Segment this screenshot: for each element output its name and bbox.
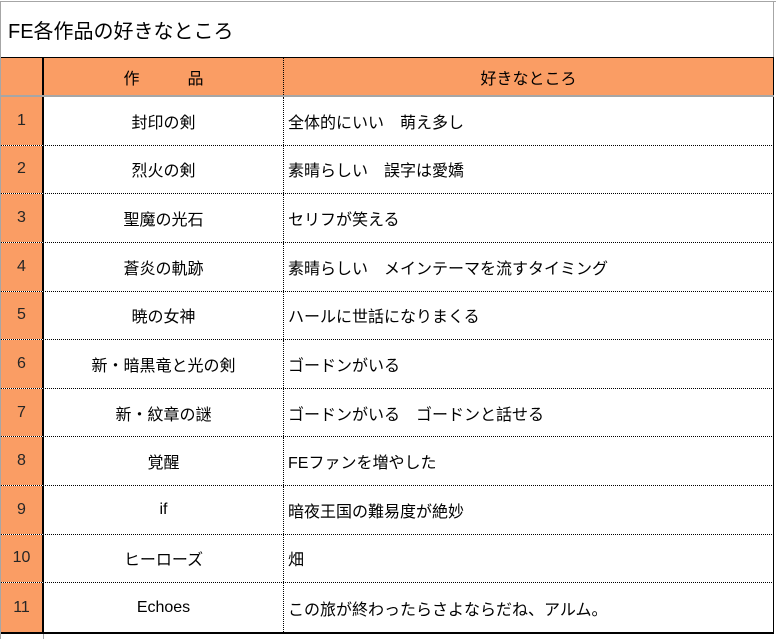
work-title-cell[interactable]: Echoes [44,583,284,632]
gridline-top [0,1,776,2]
header-like-cell[interactable]: 好きなところ [284,58,774,95]
table-row: 4 蒼炎の軌跡 素晴らしい メインテーマを流すタイミング [1,242,774,292]
like-comment-cell[interactable]: 素晴らしい メインテーマを流すタイミング [284,242,774,291]
gridline-bottom-stub [43,634,44,639]
work-title-cell[interactable]: 暁の女神 [44,291,284,340]
row-number-cell[interactable]: 8 [1,437,44,485]
like-comment-cell[interactable]: セリフが笑える [284,194,774,242]
gridline-title-right [773,2,774,57]
row-number-cell[interactable]: 5 [1,291,44,340]
table-body: 1 封印の剣 全体的にいい 萌え多し 2 烈火の剣 素晴らしい 誤字は愛嬌 3 聖魔の光石 セリ… [1,97,774,634]
table-row: 3 聖魔の光石 セリフが笑える [1,194,774,243]
row-number-cell[interactable]: 10 [1,534,44,583]
row-number-cell[interactable]: 9 [1,486,44,534]
table-row: 6 新・暗黒竜と光の剣 ゴードンがいる [1,340,774,389]
table-row: 1 封印の剣 全体的にいい 萌え多し [1,97,774,146]
title-cell[interactable]: FE各作品の好きなところ [1,2,773,57]
like-comment-cell[interactable]: ハールに世話になりまくる [284,291,774,340]
work-title-cell[interactable]: ヒーローズ [44,534,284,583]
like-comment-cell[interactable]: 全体的にいい 萌え多し [284,97,774,145]
table-row: 10 ヒーローズ畑 [1,534,774,584]
row-number-cell[interactable]: 7 [1,388,44,437]
row-number-cell[interactable]: 2 [1,145,44,194]
work-title-cell[interactable]: 聖魔の光石 [44,194,284,242]
like-comment-cell[interactable]: 素晴らしい 誤字は愛嬌 [284,145,774,194]
work-title-cell[interactable]: 封印の剣 [44,97,284,145]
table-row: 11 Echoes この旅が終わったらさよならだね、アルム。 [1,583,774,632]
like-comment-cell[interactable]: 畑 [284,534,774,583]
row-number-cell[interactable]: 1 [1,97,44,145]
work-title-cell[interactable]: 新・紋章の謎 [44,388,284,437]
work-title-cell[interactable]: 蒼炎の軌跡 [44,242,284,291]
row-number-cell[interactable]: 11 [1,583,44,632]
page-title: FE各作品の好きなところ [8,21,234,43]
like-comment-cell[interactable]: ゴードンがいる [284,340,774,388]
like-comment-cell[interactable]: ゴードンがいる ゴードンと話せる [284,388,774,437]
header-work-cell[interactable]: 作 品 [44,58,284,95]
header-number-cell[interactable] [1,58,44,95]
table-row: 5 暁の女神 ハールに世話になりまくる [1,291,774,341]
row-number-cell[interactable]: 3 [1,194,44,242]
table-row: 7 新・紋章の謎 ゴードンがいる ゴードンと話せる [1,388,774,438]
work-title-cell[interactable]: 新・暗黒竜と光の剣 [44,340,284,388]
row-number-cell[interactable]: 4 [1,242,44,291]
table-row: 9 if 暗夜王国の難易度が絶妙 [1,486,774,535]
table-header-row: 作 品 好きなところ [1,57,774,97]
work-title-cell[interactable]: 烈火の剣 [44,145,284,194]
like-comment-cell[interactable]: 暗夜王国の難易度が絶妙 [284,486,774,534]
like-comment-cell[interactable]: FEファンを増やした [284,437,774,485]
row-number-cell[interactable]: 6 [1,340,44,388]
gridline-left [0,2,1,639]
table-row: 2 烈火の剣 素晴らしい 誤字は愛嬌 [1,145,774,195]
work-title-cell[interactable]: 覚醒 [44,437,284,485]
like-comment-cell[interactable]: この旅が終わったらさよならだね、アルム。 [284,583,774,632]
work-title-cell[interactable]: if [44,486,284,534]
table-row: 8 覚醒 FEファンを増やした [1,437,774,486]
